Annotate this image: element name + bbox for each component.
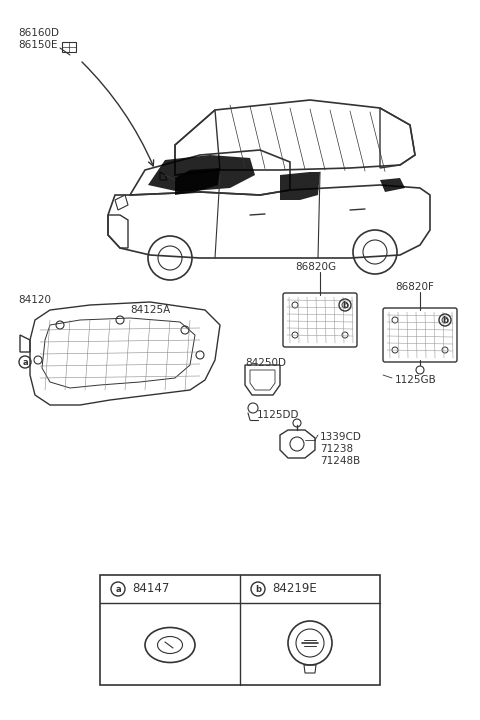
Text: b: b	[442, 315, 448, 325]
Text: b: b	[255, 585, 261, 593]
Text: a: a	[22, 358, 28, 366]
Text: 86820G: 86820G	[295, 262, 336, 272]
Text: b: b	[342, 300, 348, 310]
Text: 1125GB: 1125GB	[395, 375, 437, 385]
Text: 84219E: 84219E	[272, 582, 317, 595]
Text: 86820F: 86820F	[395, 282, 434, 292]
Text: 86160D: 86160D	[18, 28, 59, 38]
Text: 86150E: 86150E	[18, 40, 58, 50]
Text: 84120: 84120	[18, 295, 51, 305]
Text: 84125A: 84125A	[130, 305, 170, 315]
Polygon shape	[148, 155, 255, 192]
Text: 84250D: 84250D	[245, 358, 286, 368]
Text: a: a	[115, 585, 121, 593]
Polygon shape	[280, 172, 320, 200]
Text: 84147: 84147	[132, 582, 169, 595]
Text: 71238: 71238	[320, 444, 353, 454]
Text: 1125DD: 1125DD	[257, 410, 300, 420]
Polygon shape	[175, 168, 220, 195]
Text: 1339CD: 1339CD	[320, 432, 362, 442]
Text: 71248B: 71248B	[320, 456, 360, 466]
Polygon shape	[380, 178, 405, 192]
